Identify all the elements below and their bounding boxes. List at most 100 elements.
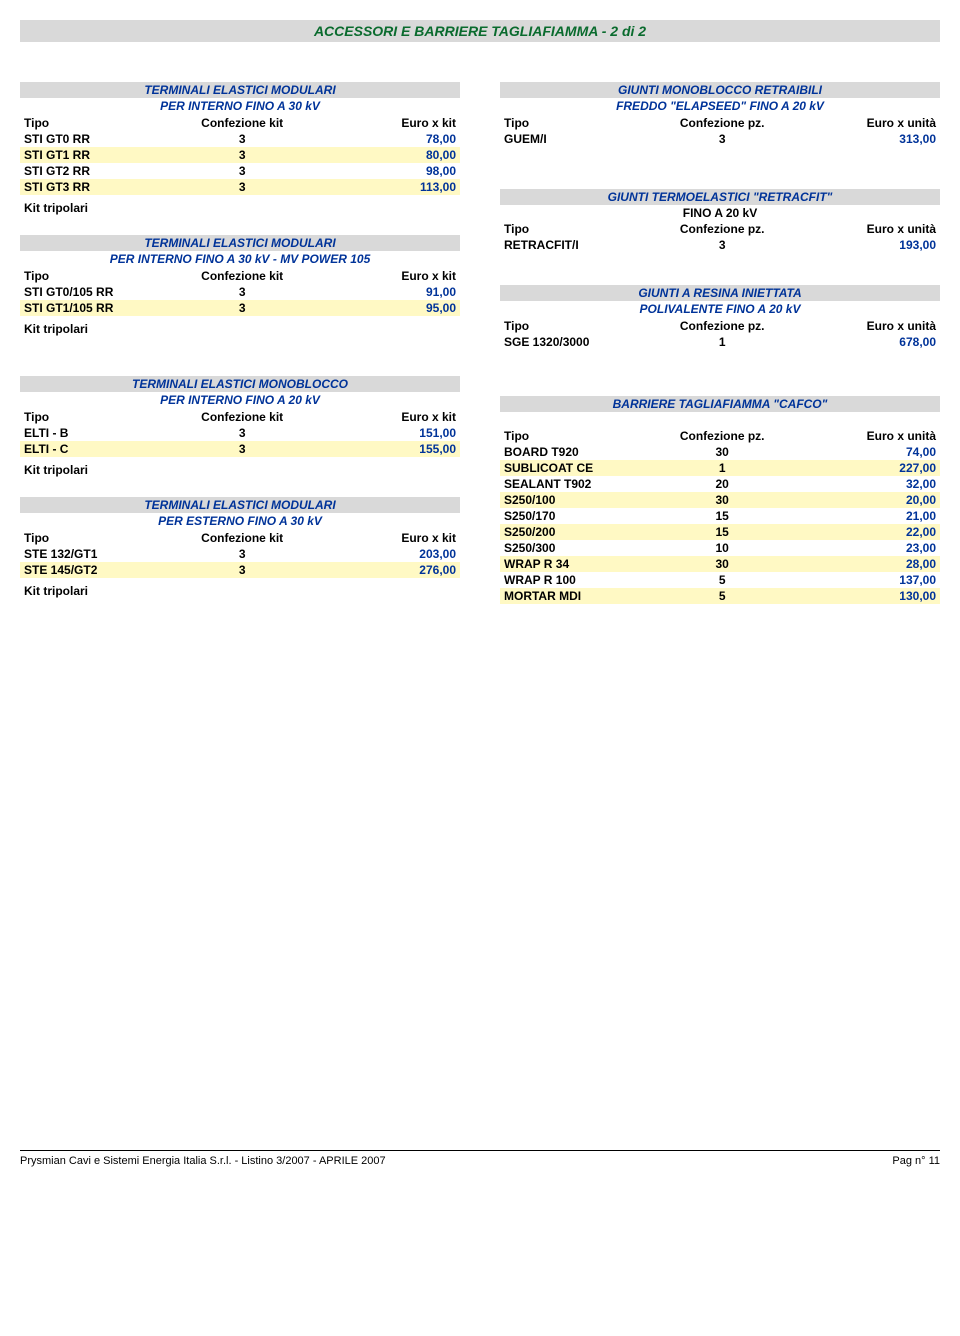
cell: 74,00 bbox=[795, 444, 940, 460]
cell: 20,00 bbox=[795, 492, 940, 508]
note: Kit tripolari bbox=[20, 322, 460, 336]
cell: 313,00 bbox=[795, 131, 940, 147]
title: GIUNTI A RESINA INIETTATA bbox=[500, 285, 940, 301]
col-confezione: Confezione pz. bbox=[650, 318, 795, 334]
subtitle: PER ESTERNO FINO A 30 kV bbox=[20, 513, 460, 530]
col-confezione: Confezione pz. bbox=[650, 428, 795, 444]
left-column: TERMINALI ELASTICI MODULARI PER INTERNO … bbox=[20, 82, 460, 610]
cell: 113,00 bbox=[315, 179, 460, 195]
table-left-1: TERMINALI ELASTICI MODULARI PER INTERNO … bbox=[20, 82, 460, 195]
title: TERMINALI ELASTICI MONOBLOCCO bbox=[20, 376, 460, 392]
cell: WRAP R 100 bbox=[500, 572, 650, 588]
cell: STI GT3 RR bbox=[20, 179, 170, 195]
cell: 30 bbox=[650, 492, 795, 508]
cell: 678,00 bbox=[795, 334, 940, 350]
cell: 78,00 bbox=[315, 131, 460, 147]
note: Kit tripolari bbox=[20, 463, 460, 477]
subtitle: PER INTERNO FINO A 20 kV bbox=[20, 392, 460, 409]
title: TERMINALI ELASTICI MODULARI bbox=[20, 235, 460, 251]
col-confezione: Confezione pz. bbox=[650, 115, 795, 131]
col-euro: Euro x kit bbox=[315, 409, 460, 425]
cell: 3 bbox=[650, 237, 795, 253]
cell: STI GT0/105 RR bbox=[20, 284, 170, 300]
cell: 23,00 bbox=[795, 540, 940, 556]
cell: 3 bbox=[170, 284, 315, 300]
cell: 3 bbox=[170, 441, 315, 457]
cell: 3 bbox=[650, 131, 795, 147]
col-tipo: Tipo bbox=[500, 318, 650, 334]
cell: 1 bbox=[650, 460, 795, 476]
table-right-1: GIUNTI MONOBLOCCO RETRAIBILI FREDDO "ELA… bbox=[500, 82, 940, 147]
cell: 227,00 bbox=[795, 460, 940, 476]
col-confezione: Confezione kit bbox=[170, 530, 315, 546]
cell: BOARD T920 bbox=[500, 444, 650, 460]
subtitle: FREDDO "ELAPSEED" FINO A 20 kV bbox=[500, 98, 940, 115]
col-tipo: Tipo bbox=[20, 115, 170, 131]
table-left-2: TERMINALI ELASTICI MODULARI PER INTERNO … bbox=[20, 235, 460, 316]
col-euro: Euro x unità bbox=[795, 318, 940, 334]
cell: 1 bbox=[650, 334, 795, 350]
cell: 95,00 bbox=[315, 300, 460, 316]
col-confezione: Confezione pz. bbox=[650, 221, 795, 237]
cell: 3 bbox=[170, 425, 315, 441]
cell: 137,00 bbox=[795, 572, 940, 588]
cell: 3 bbox=[170, 147, 315, 163]
table-right-4: BARRIERE TAGLIAFIAMMA "CAFCO" Tipo Confe… bbox=[500, 396, 940, 604]
cell: 15 bbox=[650, 524, 795, 540]
col-tipo: Tipo bbox=[500, 428, 650, 444]
col-euro: Euro x kit bbox=[315, 115, 460, 131]
col-euro: Euro x kit bbox=[315, 268, 460, 284]
subtitle: POLIVALENTE FINO A 20 kV bbox=[500, 301, 940, 318]
title: TERMINALI ELASTICI MODULARI bbox=[20, 82, 460, 98]
cell: SGE 1320/3000 bbox=[500, 334, 650, 350]
cell: MORTAR MDI bbox=[500, 588, 650, 604]
col-euro: Euro x unità bbox=[795, 428, 940, 444]
cell: WRAP R 34 bbox=[500, 556, 650, 572]
col-confezione: Confezione kit bbox=[170, 268, 315, 284]
cell: 3 bbox=[170, 562, 315, 578]
cell: 203,00 bbox=[315, 546, 460, 562]
footer-left: Prysmian Cavi e Sistemi Energia Italia S… bbox=[20, 1155, 386, 1167]
note-center: FINO A 20 kV bbox=[500, 205, 940, 221]
cell: 3 bbox=[170, 546, 315, 562]
page-title: ACCESSORI E BARRIERE TAGLIAFIAMMA - 2 di… bbox=[20, 20, 940, 42]
cell: 80,00 bbox=[315, 147, 460, 163]
cell: 3 bbox=[170, 300, 315, 316]
col-euro: Euro x kit bbox=[315, 530, 460, 546]
cell: 20 bbox=[650, 476, 795, 492]
cell: 276,00 bbox=[315, 562, 460, 578]
col-tipo: Tipo bbox=[500, 115, 650, 131]
title: GIUNTI TERMOELASTICI "RETRACFIT" bbox=[500, 189, 940, 205]
table-left-4: TERMINALI ELASTICI MODULARI PER ESTERNO … bbox=[20, 497, 460, 578]
cell: STI GT1/105 RR bbox=[20, 300, 170, 316]
cell: 98,00 bbox=[315, 163, 460, 179]
cell: ELTI - C bbox=[20, 441, 170, 457]
cell: GUEM/I bbox=[500, 131, 650, 147]
cell: 32,00 bbox=[795, 476, 940, 492]
table-right-3: GIUNTI A RESINA INIETTATA POLIVALENTE FI… bbox=[500, 285, 940, 350]
col-tipo: Tipo bbox=[20, 530, 170, 546]
cell: 130,00 bbox=[795, 588, 940, 604]
cell: S250/170 bbox=[500, 508, 650, 524]
note: Kit tripolari bbox=[20, 201, 460, 215]
table-right-2: GIUNTI TERMOELASTICI "RETRACFIT" FINO A … bbox=[500, 189, 940, 253]
title: TERMINALI ELASTICI MODULARI bbox=[20, 497, 460, 513]
cell: SUBLICOAT CE bbox=[500, 460, 650, 476]
table-left-3: TERMINALI ELASTICI MONOBLOCCO PER INTERN… bbox=[20, 376, 460, 457]
cell: 28,00 bbox=[795, 556, 940, 572]
cell: STI GT1 RR bbox=[20, 147, 170, 163]
note: Kit tripolari bbox=[20, 584, 460, 598]
cell: 10 bbox=[650, 540, 795, 556]
cell: SEALANT T902 bbox=[500, 476, 650, 492]
cell: 5 bbox=[650, 572, 795, 588]
cell: 30 bbox=[650, 556, 795, 572]
cell: 3 bbox=[170, 163, 315, 179]
col-euro: Euro x unità bbox=[795, 115, 940, 131]
cell: S250/300 bbox=[500, 540, 650, 556]
cell: ELTI - B bbox=[20, 425, 170, 441]
cell: 5 bbox=[650, 588, 795, 604]
cell: S250/200 bbox=[500, 524, 650, 540]
subtitle: PER INTERNO FINO A 30 kV bbox=[20, 98, 460, 115]
cell: 3 bbox=[170, 179, 315, 195]
col-euro: Euro x unità bbox=[795, 221, 940, 237]
